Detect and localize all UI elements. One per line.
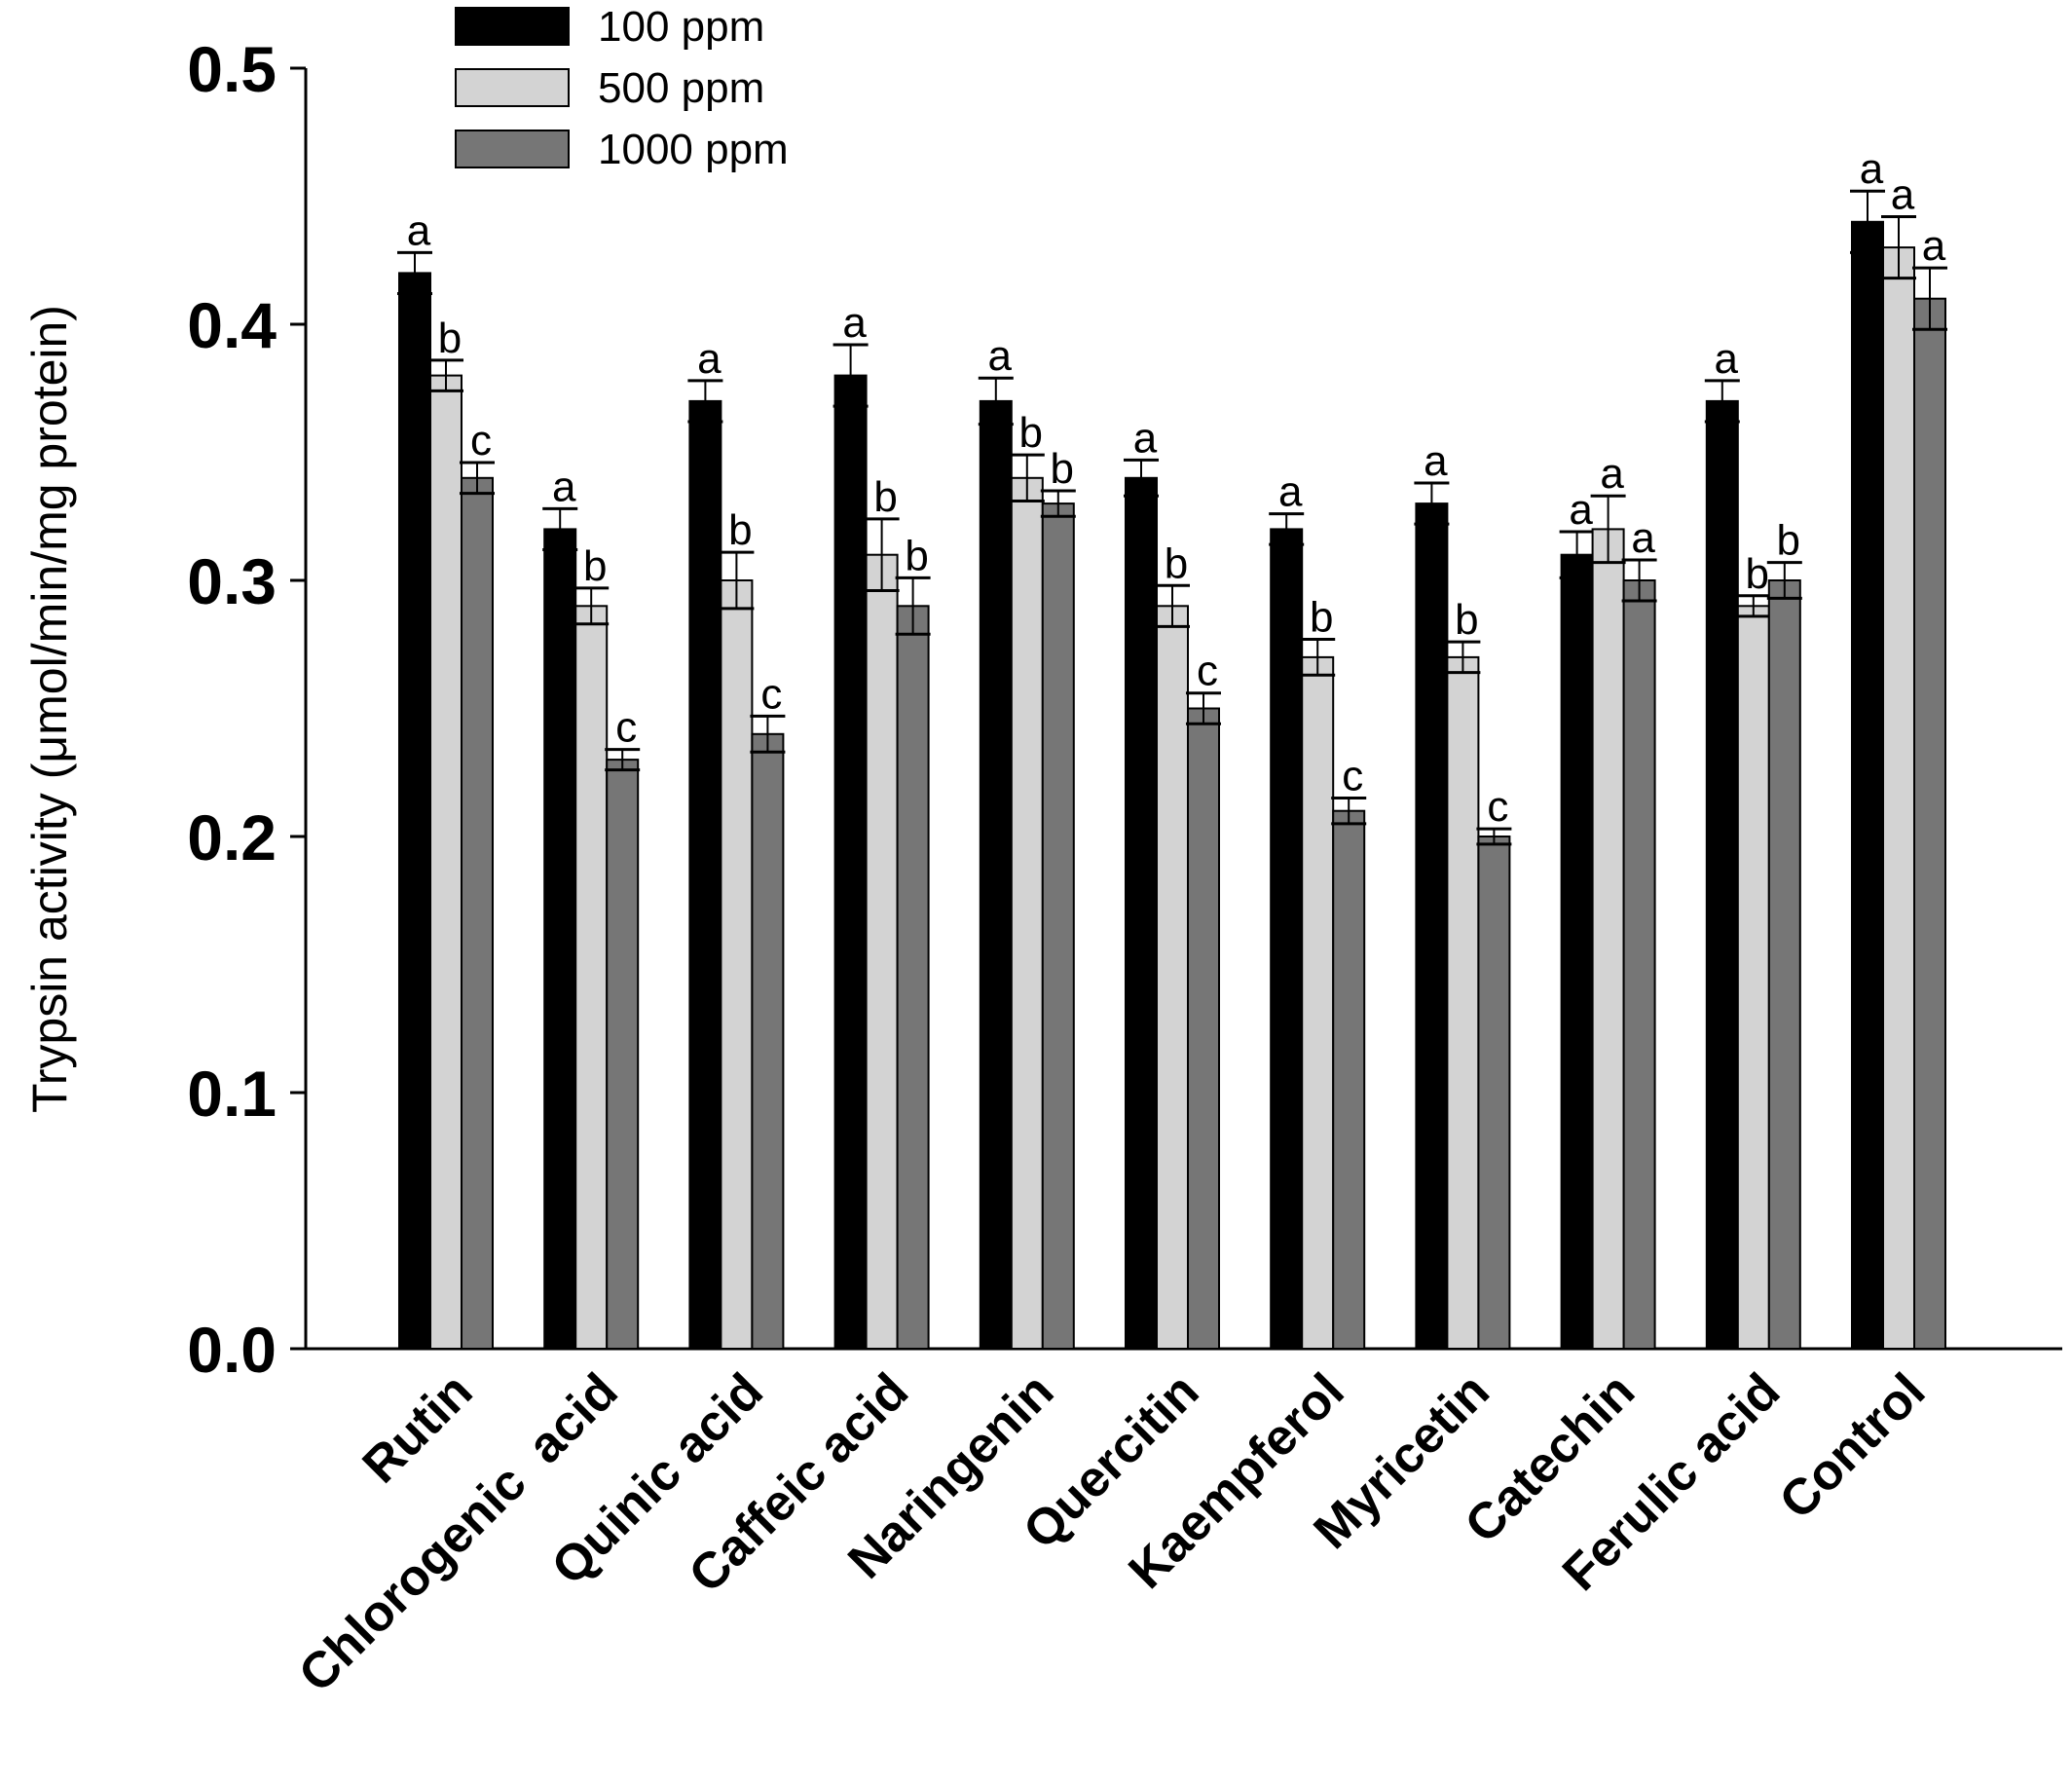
legend-label: 500 ppm bbox=[598, 64, 764, 112]
bar bbox=[1560, 553, 1594, 1350]
bar bbox=[1851, 220, 1884, 1350]
significance-letter: b bbox=[1746, 550, 1769, 598]
significance-letter: b bbox=[905, 532, 928, 579]
legend-swatch bbox=[455, 130, 570, 168]
y-tick-label: 0.4 bbox=[187, 289, 277, 361]
bar bbox=[865, 553, 899, 1350]
significance-letter: c bbox=[1197, 648, 1218, 695]
bar bbox=[606, 759, 640, 1350]
bar bbox=[1301, 655, 1335, 1350]
significance-letter: a bbox=[1600, 450, 1624, 498]
bar bbox=[1187, 707, 1220, 1350]
bar bbox=[1010, 476, 1044, 1350]
bar bbox=[1332, 809, 1366, 1350]
bar-group: a bb bbox=[1704, 335, 1802, 1350]
bar bbox=[1736, 605, 1770, 1350]
bar bbox=[461, 476, 494, 1350]
significance-letter: a bbox=[1891, 171, 1915, 219]
significance-letter: b bbox=[873, 473, 897, 521]
significance-letter: c bbox=[470, 417, 492, 465]
bar-group: a b c bbox=[397, 206, 495, 1351]
significance-letter: a bbox=[407, 206, 431, 254]
y-tick-label: 0.5 bbox=[187, 33, 277, 105]
bar-group: ab c bbox=[542, 463, 641, 1350]
legend-swatch bbox=[455, 68, 570, 107]
significance-letter: b bbox=[1310, 593, 1333, 641]
significance-letter: a bbox=[1278, 468, 1303, 516]
bar-group: a b c bbox=[1414, 437, 1512, 1350]
bar bbox=[896, 605, 930, 1350]
significance-letter: a bbox=[842, 299, 867, 347]
bar-group: abb bbox=[978, 332, 1076, 1350]
significance-letter: a bbox=[988, 332, 1013, 380]
significance-letter: a bbox=[1424, 437, 1448, 485]
significance-letter: c bbox=[1487, 783, 1508, 831]
bar bbox=[1415, 502, 1449, 1350]
x-tick-label: Control bbox=[1769, 1362, 1937, 1530]
bar-group: a bb bbox=[832, 299, 931, 1351]
y-ticks: 0.0 0.1 0.2 0.3 0.4 0.5 bbox=[187, 33, 306, 1386]
significance-letter: a bbox=[552, 463, 576, 510]
legend-swatch bbox=[455, 7, 570, 46]
bar bbox=[1125, 476, 1158, 1350]
bar bbox=[1591, 528, 1625, 1350]
legend-label: 1000 ppm bbox=[598, 126, 789, 173]
significance-letter: b bbox=[1165, 539, 1188, 587]
bar bbox=[751, 732, 785, 1350]
significance-letter: a bbox=[1569, 486, 1593, 534]
bar-group: aaa bbox=[1559, 450, 1657, 1350]
significance-letter: b bbox=[728, 506, 752, 554]
significance-letter: b bbox=[1019, 409, 1043, 457]
bar bbox=[398, 272, 431, 1350]
bar bbox=[688, 399, 722, 1350]
bar bbox=[543, 528, 577, 1350]
bar-group: a b c bbox=[1124, 414, 1221, 1350]
bar-group: aaa bbox=[1850, 145, 1947, 1351]
legend-label: 100 ppm bbox=[598, 3, 764, 51]
bar bbox=[1705, 399, 1739, 1350]
significance-letter: c bbox=[615, 704, 637, 752]
x-tick-label: Rutin bbox=[352, 1362, 484, 1494]
significance-letter: a bbox=[1133, 414, 1158, 462]
significance-letter: a bbox=[1715, 335, 1739, 383]
significance-letter: a bbox=[697, 335, 722, 383]
legend: 100 ppm 500 ppm 1000 ppm bbox=[455, 3, 789, 173]
bar bbox=[1446, 655, 1480, 1350]
bar bbox=[1882, 246, 1915, 1351]
y-tick-label: 0.1 bbox=[187, 1058, 277, 1130]
y-tick-label: 0.2 bbox=[187, 801, 277, 873]
bar bbox=[1913, 297, 1946, 1351]
bar bbox=[1622, 579, 1656, 1350]
significance-letter: b bbox=[583, 542, 607, 590]
significance-letter: c bbox=[760, 670, 782, 718]
significance-letter: a bbox=[1631, 514, 1655, 562]
bar bbox=[1041, 502, 1075, 1350]
y-tick-label: 0.3 bbox=[187, 545, 277, 617]
bar bbox=[1270, 528, 1304, 1350]
bar bbox=[1767, 579, 1801, 1350]
y-tick-label: 0.0 bbox=[187, 1314, 277, 1386]
bar bbox=[574, 605, 609, 1350]
y-axis-label: Trypsin activity (μmol/min/mg protein) bbox=[22, 305, 77, 1113]
significance-letter: b bbox=[1455, 596, 1478, 644]
significance-letter: a bbox=[1860, 145, 1884, 193]
bar bbox=[720, 579, 754, 1350]
bar bbox=[833, 374, 868, 1351]
significance-letter: c bbox=[1342, 753, 1363, 800]
bar-group: a b c bbox=[687, 335, 786, 1350]
significance-letter: b bbox=[1051, 445, 1074, 493]
significance-letter: b bbox=[438, 315, 462, 362]
significance-letter: b bbox=[1777, 517, 1800, 565]
bar bbox=[429, 374, 462, 1351]
bar-group: a b c bbox=[1269, 468, 1367, 1350]
bar bbox=[979, 399, 1013, 1350]
significance-letter: a bbox=[1922, 222, 1946, 270]
bar bbox=[1156, 605, 1189, 1350]
bar bbox=[1477, 836, 1511, 1350]
